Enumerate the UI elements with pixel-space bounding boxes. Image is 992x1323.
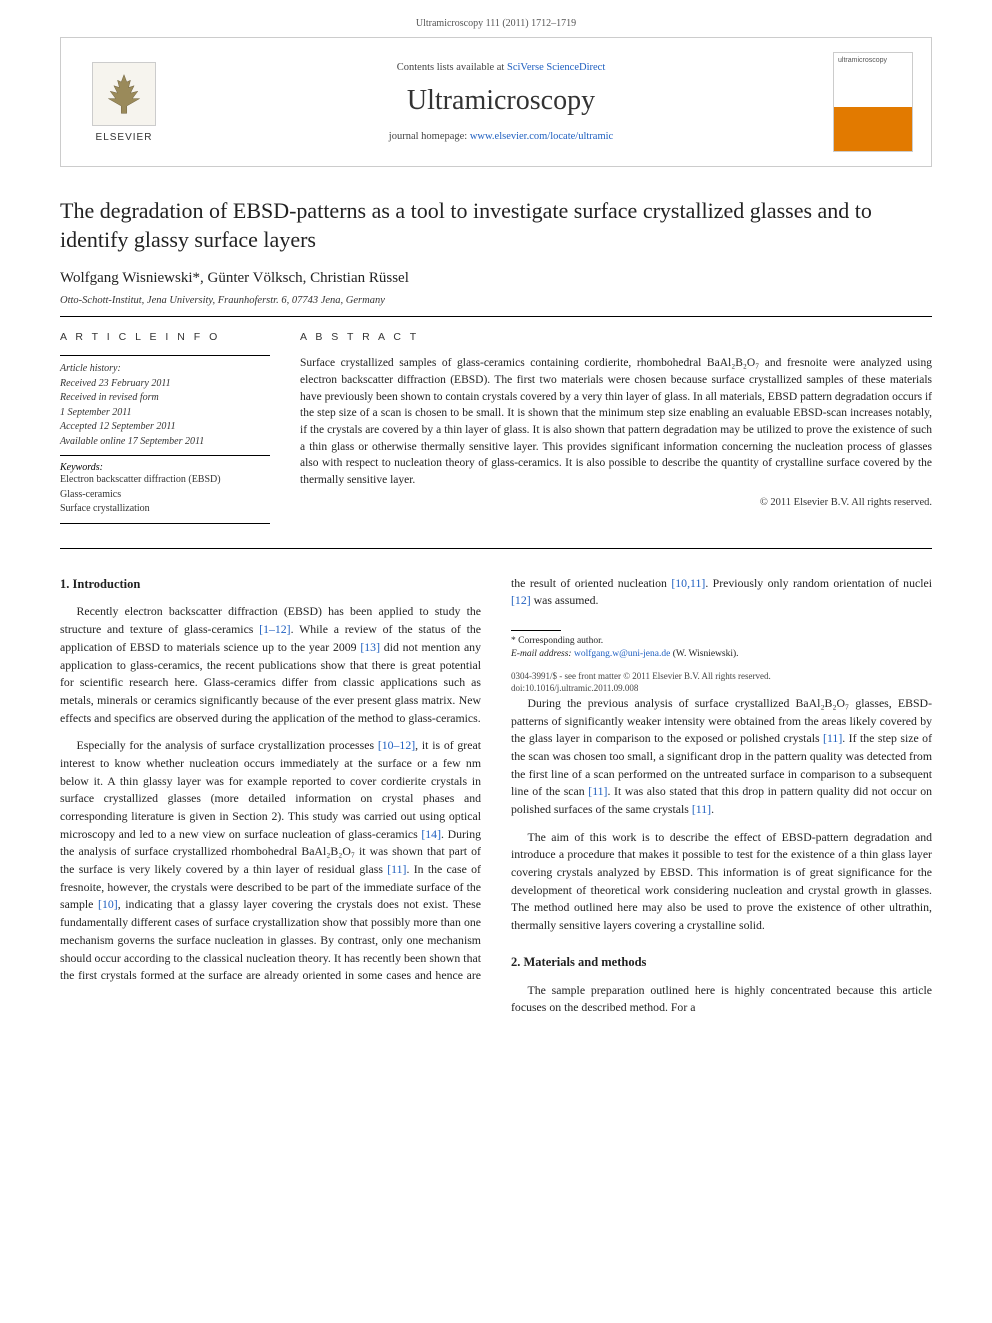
abstract-text: Surface crystallized samples of glass-ce… [300, 355, 932, 488]
homepage-prefix: journal homepage: [389, 131, 470, 142]
body-text: was assumed. [531, 593, 599, 607]
elsevier-tree-icon [92, 62, 156, 126]
citation-link[interactable]: [10–12] [378, 738, 415, 752]
journal-name: Ultramicroscopy [169, 85, 833, 117]
authors-line: Wolfgang Wisniewski*, Günter Völksch, Ch… [60, 270, 932, 287]
section-heading: 2. Materials and methods [511, 953, 932, 972]
contents-prefix: Contents lists available at [397, 62, 507, 73]
citation-link[interactable]: [11] [692, 802, 711, 816]
sciencedirect-link[interactable]: SciVerse ScienceDirect [507, 62, 605, 73]
citation-link[interactable]: [13] [360, 640, 380, 654]
article-info-column: A R T I C L E I N F O Article history: R… [60, 331, 270, 530]
body-paragraph: The sample preparation outlined here is … [511, 982, 932, 1017]
citation-link[interactable]: [11] [823, 731, 842, 745]
body-paragraph: Recently electron backscatter diffractio… [60, 603, 481, 727]
info-divider [60, 355, 270, 356]
banner-center: Contents lists available at SciVerse Sci… [169, 62, 833, 142]
citation-link[interactable]: [14] [421, 827, 441, 841]
divider [60, 548, 932, 549]
body-paragraph: The aim of this work is to describe the … [511, 829, 932, 935]
footnote-rule [511, 630, 561, 631]
homepage-link[interactable]: www.elsevier.com/locate/ultramic [470, 131, 613, 142]
keyword: Glass-ceramics [60, 488, 270, 503]
citation-link[interactable]: [11] [588, 784, 607, 798]
copyright-footer: 0304-3991/$ - see front matter © 2011 El… [511, 670, 932, 683]
body-text: . Previously only random orientation of … [705, 576, 932, 590]
history-line: Available online 17 September 2011 [60, 435, 270, 450]
abstract-column: A B S T R A C T Surface crystallized sam… [300, 331, 932, 530]
history-line: Accepted 12 September 2011 [60, 420, 270, 435]
citation-link[interactable]: [11] [387, 862, 406, 876]
info-divider [60, 455, 270, 456]
keywords-label: Keywords: [60, 462, 270, 473]
cover-label: ultramicroscopy [838, 57, 887, 64]
affiliation: Otto-Schott-Institut, Jena University, F… [60, 295, 932, 306]
article-info-head: A R T I C L E I N F O [60, 331, 270, 343]
body-text: , it is of great interest to know whethe… [60, 738, 481, 840]
publisher-block: ELSEVIER [79, 62, 169, 143]
abstract-copyright: © 2011 Elsevier B.V. All rights reserved… [300, 497, 932, 508]
info-divider [60, 523, 270, 524]
homepage-line: journal homepage: www.elsevier.com/locat… [169, 131, 833, 142]
email-label: E-mail address: [511, 649, 574, 659]
citation-link[interactable]: [10,11] [671, 576, 705, 590]
doi-line: doi:10.1016/j.ultramic.2011.09.008 [511, 682, 932, 695]
body-paragraph: During the previous analysis of surface … [511, 695, 932, 819]
corr-label: * Corresponding author. [511, 635, 932, 648]
article-title: The degradation of EBSD-patterns as a to… [60, 197, 932, 254]
divider [60, 316, 932, 317]
keyword: Electron backscatter diffraction (EBSD) [60, 473, 270, 488]
history-label: Article history: [60, 362, 270, 377]
journal-cover-thumb: ultramicroscopy [833, 52, 913, 152]
citation-link[interactable]: [1–12] [259, 622, 290, 636]
history-line: Received in revised form [60, 391, 270, 406]
history-line: Received 23 February 2011 [60, 377, 270, 392]
footer-block: 0304-3991/$ - see front matter © 2011 El… [511, 670, 932, 695]
keyword: Surface crystallization [60, 502, 270, 517]
citation-link[interactable]: [10] [98, 897, 118, 911]
email-suffix: (W. Wisniewski). [670, 649, 738, 659]
email-link[interactable]: wolfgang.w@uni-jena.de [574, 649, 670, 659]
body-text: . [711, 802, 714, 816]
body-text: Especially for the analysis of surface c… [77, 738, 378, 752]
history-line: 1 September 2011 [60, 406, 270, 421]
publisher-name: ELSEVIER [96, 132, 153, 143]
running-header: Ultramicroscopy 111 (2011) 1712–1719 [0, 0, 992, 37]
corresponding-author-footnote: * Corresponding author. E-mail address: … [511, 635, 932, 662]
section-heading: 1. Introduction [60, 575, 481, 594]
journal-banner: ELSEVIER Contents lists available at Sci… [60, 37, 932, 167]
citation-link[interactable]: [12] [511, 593, 531, 607]
abstract-head: A B S T R A C T [300, 331, 932, 343]
body-columns: 1. Introduction Recently electron backsc… [60, 575, 932, 1017]
contents-line: Contents lists available at SciVerse Sci… [169, 62, 833, 73]
